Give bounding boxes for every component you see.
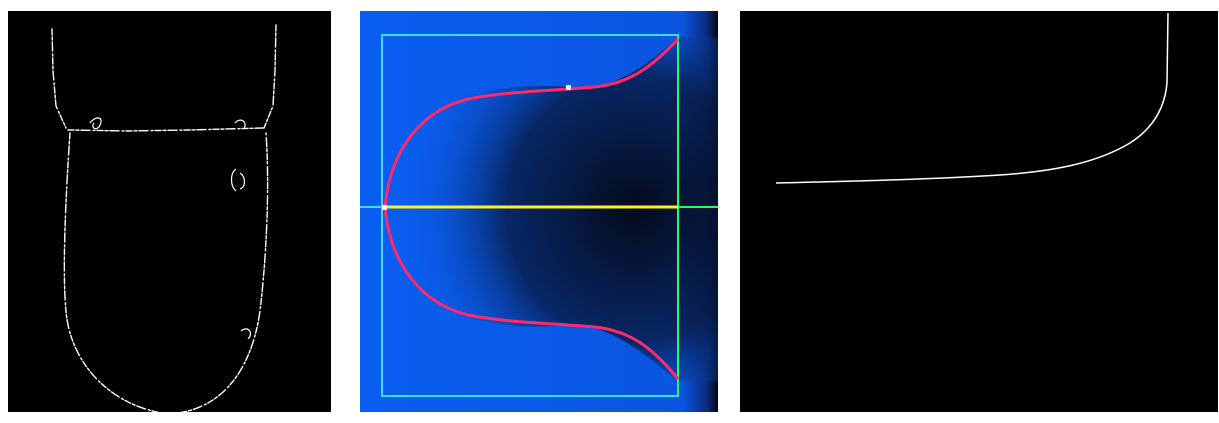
- contour-marker: [566, 85, 571, 90]
- neck-right-edge: [263, 24, 277, 129]
- body-outline-edge: [63, 132, 269, 412]
- artifact-loop-right: [230, 168, 246, 192]
- contour-fit-image: [360, 11, 718, 412]
- artifact-loop-lower-right: [240, 328, 252, 340]
- profile-curve-image: [740, 11, 1218, 412]
- profile-curve: [775, 12, 1169, 184]
- edge-outline: [51, 24, 277, 412]
- edge-artifacts: [89, 117, 252, 340]
- shoulder-edge: [67, 127, 264, 132]
- object-shadow: [384, 37, 718, 381]
- edge-detection-image: [8, 11, 331, 412]
- artifact-loop-top-left: [89, 117, 102, 130]
- profile-curve-panel: [740, 11, 1218, 412]
- edge-background: [8, 11, 331, 412]
- profile-background: [740, 11, 1218, 412]
- apex-marker: [382, 205, 387, 210]
- artifact-top-right: [234, 119, 246, 130]
- contour-fit-panel: [360, 11, 718, 412]
- edge-detection-panel: [8, 11, 331, 412]
- neck-left-edge: [51, 28, 67, 129]
